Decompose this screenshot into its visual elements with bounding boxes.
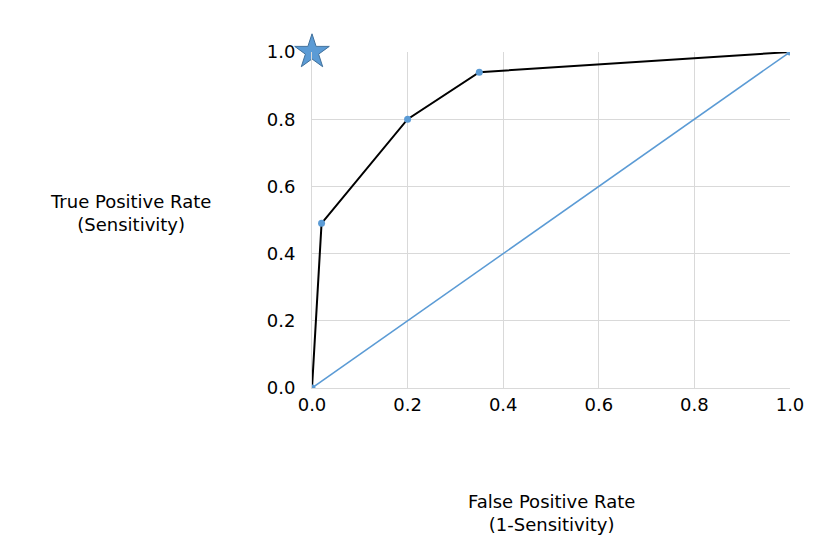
svg-text:0.8: 0.8 (680, 394, 709, 415)
svg-text:0.4: 0.4 (489, 394, 518, 415)
svg-text:0.0: 0.0 (267, 377, 296, 398)
svg-text:1.0: 1.0 (776, 394, 805, 415)
svg-text:0.2: 0.2 (267, 310, 296, 331)
svg-text:0.8: 0.8 (267, 109, 296, 130)
svg-text:0.2: 0.2 (393, 394, 422, 415)
svg-text:0.6: 0.6 (584, 394, 613, 415)
svg-text:0.6: 0.6 (267, 176, 296, 197)
svg-text:0.0: 0.0 (298, 394, 327, 415)
svg-text:True Positive Rate(Sensitivity: True Positive Rate(Sensitivity) (50, 191, 211, 235)
svg-text:1.0: 1.0 (267, 41, 296, 62)
svg-text:0.4: 0.4 (267, 243, 296, 264)
svg-text:False Positive Rate(1-Sensitiv: False Positive Rate(1-Sensitivity) (468, 491, 635, 535)
